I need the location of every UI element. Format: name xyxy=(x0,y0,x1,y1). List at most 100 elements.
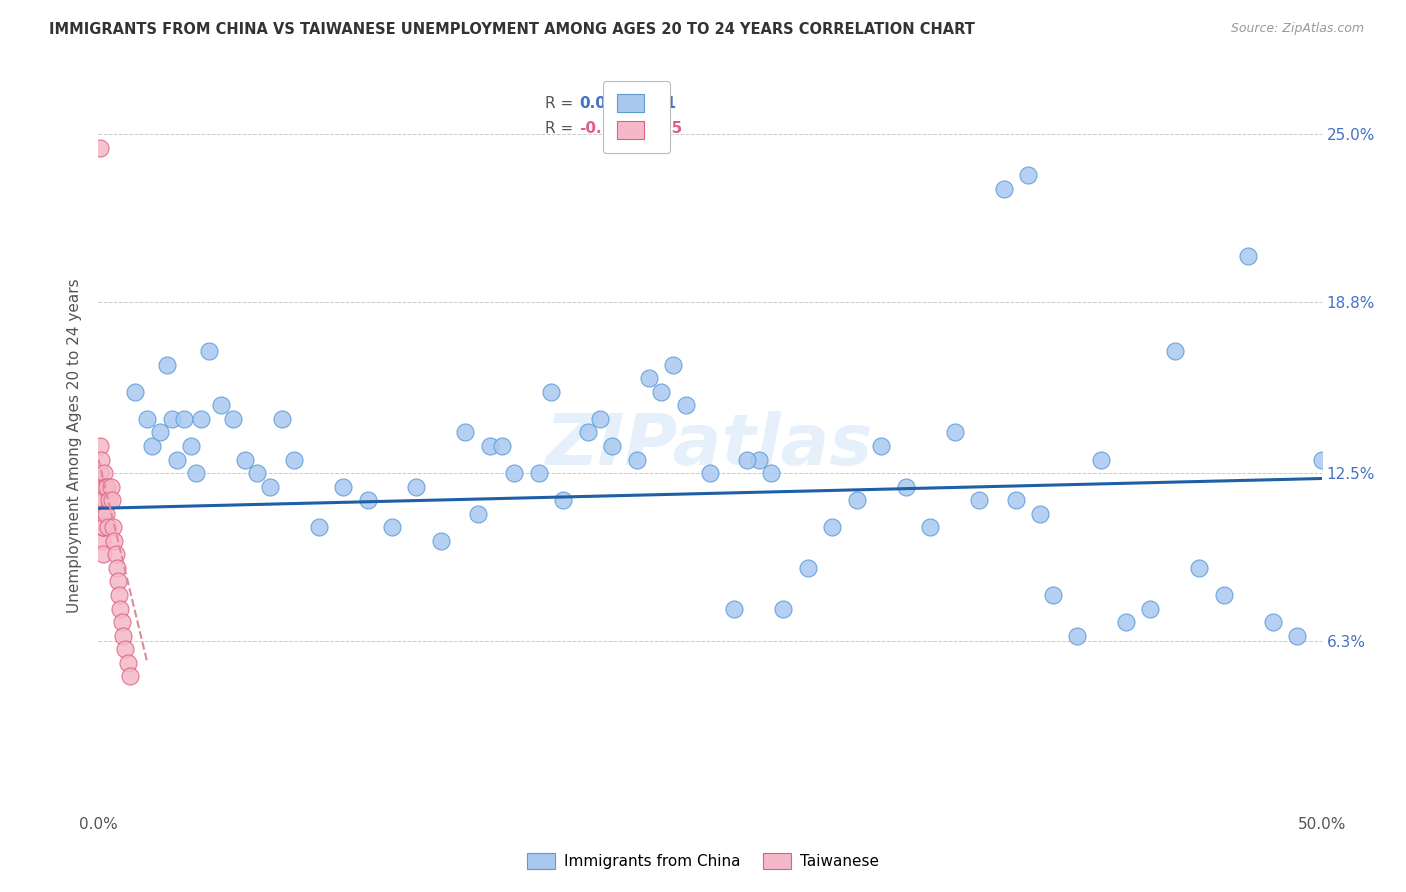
Point xyxy=(91,520,114,534)
Text: Source: ZipAtlas.com: Source: ZipAtlas.com xyxy=(1230,22,1364,36)
Point xyxy=(97,520,120,534)
Point xyxy=(735,452,758,467)
Point xyxy=(149,425,172,440)
Point xyxy=(141,439,163,453)
Text: 35: 35 xyxy=(661,121,682,136)
Point xyxy=(894,480,917,494)
Point xyxy=(197,344,219,359)
Point xyxy=(1310,452,1333,467)
Point xyxy=(772,601,794,615)
Point xyxy=(89,141,111,155)
Point xyxy=(186,466,208,480)
Point xyxy=(662,358,685,372)
Point xyxy=(104,547,127,561)
Point xyxy=(637,371,661,385)
Text: IMMIGRANTS FROM CHINA VS TAIWANESE UNEMPLOYMENT AMONG AGES 20 TO 24 YEARS CORREL: IMMIGRANTS FROM CHINA VS TAIWANESE UNEMP… xyxy=(49,22,976,37)
Point xyxy=(527,466,550,480)
Point xyxy=(90,452,112,467)
Point xyxy=(797,561,820,575)
Point xyxy=(111,629,134,643)
Point xyxy=(650,384,672,399)
Text: -0.114: -0.114 xyxy=(579,121,633,136)
Point xyxy=(90,520,112,534)
Point xyxy=(136,412,159,426)
Point xyxy=(173,412,195,426)
Point xyxy=(553,493,575,508)
Point xyxy=(993,181,1015,195)
Point xyxy=(89,439,111,453)
Text: 71: 71 xyxy=(655,96,676,112)
Point xyxy=(222,412,245,426)
Point xyxy=(332,480,354,494)
Point xyxy=(1017,168,1039,182)
Point xyxy=(430,533,453,548)
Point xyxy=(120,669,142,683)
Point xyxy=(589,412,612,426)
Point xyxy=(90,493,112,508)
Text: 0.038: 0.038 xyxy=(579,96,627,112)
Point xyxy=(283,452,305,467)
Point xyxy=(111,615,134,629)
Point xyxy=(1029,507,1052,521)
Point xyxy=(103,533,125,548)
Point xyxy=(967,493,990,508)
Point xyxy=(156,358,179,372)
Point xyxy=(491,439,513,453)
Point xyxy=(576,425,599,440)
Point xyxy=(107,574,129,589)
Point xyxy=(699,466,721,480)
Point xyxy=(270,412,294,426)
Point xyxy=(503,466,526,480)
Point xyxy=(1042,588,1064,602)
Text: N =: N = xyxy=(620,96,665,112)
Point xyxy=(90,480,112,494)
Point xyxy=(1139,601,1161,615)
Point xyxy=(110,601,132,615)
Point xyxy=(246,466,269,480)
Point xyxy=(1090,452,1112,467)
Point xyxy=(209,398,232,412)
Point xyxy=(626,452,648,467)
Point xyxy=(108,588,131,602)
Point xyxy=(1261,615,1284,629)
Legend: Immigrants from China, Taiwanese: Immigrants from China, Taiwanese xyxy=(522,847,884,875)
Point xyxy=(105,561,128,575)
Point xyxy=(381,520,404,534)
Point xyxy=(467,507,489,521)
Point xyxy=(124,384,146,399)
Text: R =: R = xyxy=(546,96,578,112)
Legend: , : , xyxy=(603,80,671,153)
Point xyxy=(100,480,122,494)
Point xyxy=(943,425,966,440)
Point xyxy=(180,439,202,453)
Point xyxy=(259,480,281,494)
Point xyxy=(101,520,124,534)
Point xyxy=(93,466,115,480)
Point xyxy=(190,412,212,426)
Point xyxy=(675,398,697,412)
Point xyxy=(233,452,256,467)
Point xyxy=(723,601,745,615)
Point xyxy=(91,547,114,561)
Point xyxy=(845,493,868,508)
Point xyxy=(90,493,112,508)
Point xyxy=(91,520,114,534)
Point xyxy=(920,520,942,534)
Point xyxy=(166,452,188,467)
Point xyxy=(1286,629,1309,643)
Point xyxy=(454,425,477,440)
Point xyxy=(478,439,501,453)
Point xyxy=(1115,615,1137,629)
Point xyxy=(308,520,330,534)
Point xyxy=(356,493,378,508)
Point xyxy=(93,480,115,494)
Point xyxy=(1164,344,1187,359)
Point xyxy=(1188,561,1211,575)
Point xyxy=(94,507,117,521)
Point xyxy=(96,480,118,494)
Point xyxy=(98,493,121,508)
Text: ZIPatlas: ZIPatlas xyxy=(547,411,873,481)
Point xyxy=(1066,629,1088,643)
Point xyxy=(1212,588,1234,602)
Point xyxy=(91,507,114,521)
